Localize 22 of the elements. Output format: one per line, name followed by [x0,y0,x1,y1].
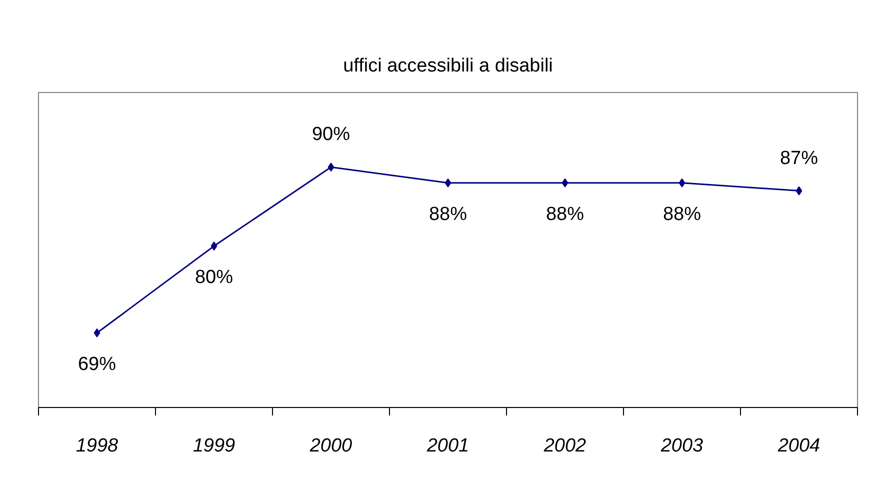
x-tick-label: 1998 [76,436,119,456]
chart-title: uffici accessibili a disabili [343,56,553,76]
point [562,178,568,188]
point [678,178,686,188]
point [94,328,100,338]
x-tick-label: 2003 [660,436,704,456]
x-tick-label: 2001 [426,436,470,456]
x-tick-label: 2002 [542,436,587,456]
data-label: 88% [662,204,702,225]
x-tick-label: 1999 [192,436,236,456]
data-label: 80% [194,267,234,288]
x-tick-label: 2004 [776,436,820,456]
point [328,162,334,172]
point [444,178,452,188]
data-label: 90% [312,124,350,146]
data-label: 88% [546,204,584,225]
data-label: 88% [428,204,468,225]
data-label: 87% [780,148,818,169]
data-label: 69% [78,354,116,375]
point [796,186,802,196]
point [210,242,218,251]
x-tick-label: 2000 [308,436,353,456]
